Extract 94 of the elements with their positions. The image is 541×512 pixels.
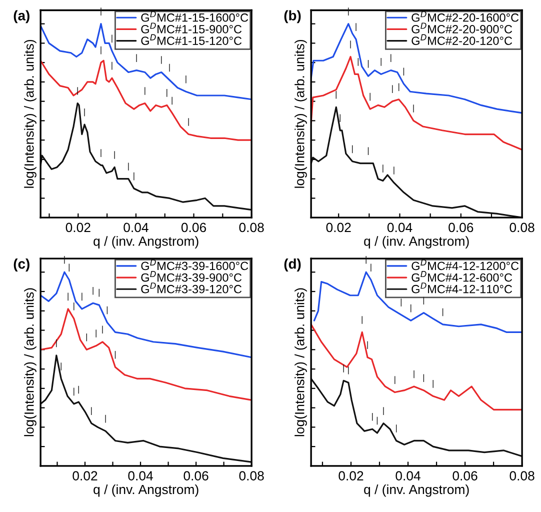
x-tick-label: 0.04 <box>128 471 153 480</box>
x-tick-label: 0.06 <box>181 222 206 232</box>
legend-label: G$^{D}$MC#1-15-1600°C <box>141 11 248 22</box>
annotation: | <box>77 87 78 95</box>
legend-label: G$^{D}$MC#1-15-900°C <box>141 22 242 34</box>
annotation: | <box>390 54 392 62</box>
annotation: | <box>398 83 400 92</box>
legend-label: G$^{D}$MC#4-12-110°C <box>412 282 512 294</box>
y-axis-title: log(Intensity) / (arb. units) <box>294 288 307 436</box>
legend-label: G$^{D}$MC#4-12-600°C <box>412 271 512 282</box>
legend-label: G$^{D}$MC#2-20-900°C <box>412 22 512 34</box>
x-tick-label: 0.06 <box>452 471 478 480</box>
annotation: | <box>86 334 87 342</box>
annotation: | <box>367 341 368 350</box>
x-tick-label: 0.02 <box>72 471 98 480</box>
annotation: | <box>442 308 444 316</box>
annotation: | <box>98 288 100 297</box>
annotation: | <box>382 164 384 172</box>
y-axis-title: log(Intensity) / (arb. units) <box>294 40 307 188</box>
annotation: | <box>432 380 434 388</box>
annotation: | <box>400 298 402 306</box>
chart-title: (d) <box>284 258 301 272</box>
annotation: | <box>105 414 106 423</box>
annotation: | <box>102 326 103 334</box>
legend-label: G$^{D}$MC#4-12-1200°C <box>412 259 519 270</box>
x-axis-title: q / (inv. Angstrom) <box>94 484 198 497</box>
legend-label: G$^{D}$MC#3-39-900°C <box>141 271 242 282</box>
x-tick-label: 0.04 <box>124 222 148 232</box>
legend-label: G$^{D}$MC#3-39-120°C <box>141 282 242 294</box>
annotation: | <box>368 147 369 156</box>
chart-title: (b) <box>284 10 301 24</box>
annotation: | <box>92 286 94 295</box>
annotation: | <box>100 149 102 157</box>
legend-label: G$^{D}$MC#2-20-120°C <box>412 34 512 45</box>
x-tick-label: 0.08 <box>239 471 264 480</box>
annotation: | <box>188 118 189 126</box>
annotation: | <box>100 46 102 54</box>
annotation: | <box>358 58 359 66</box>
x-tick-label: 0.06 <box>184 471 208 480</box>
y-axis-title: log(Intensity) / (arb. units) <box>24 40 36 188</box>
legend-label: G$^{D}$MC#3-39-1600°C <box>141 259 248 270</box>
x-tick-label: 0.02 <box>326 222 351 232</box>
annotation: | <box>392 85 393 93</box>
annotation: | <box>128 162 129 171</box>
x-tick-label: 0.08 <box>510 471 534 480</box>
annotation: | <box>352 145 353 154</box>
legend-label: G$^{D}$MC#1-15-120°C <box>141 34 242 45</box>
annotation: | <box>380 58 382 66</box>
annotation: | <box>68 264 70 272</box>
chart-title: (a) <box>14 10 30 24</box>
annotation: | <box>372 412 373 421</box>
y-axis-title: log(Intensity) / (arb. units) <box>24 288 36 436</box>
annotation: | <box>56 339 57 348</box>
annotation: | <box>166 89 168 97</box>
annotation: | <box>410 304 412 312</box>
x-axis-title: q / (inv. Angstrom) <box>364 236 469 248</box>
annotation: | <box>396 424 397 432</box>
x-tick-label: 0.02 <box>338 471 364 480</box>
annotation: | <box>84 108 85 116</box>
x-axis-title: q / (inv. Angstrom) <box>364 484 469 497</box>
annotation: | <box>161 56 162 64</box>
annotation: | <box>64 256 65 264</box>
annotation: | <box>114 151 115 159</box>
x-axis-title: q / (inv. Angstrom) <box>94 236 198 248</box>
x-tick-label: 0.08 <box>239 222 264 232</box>
annotation: | <box>403 68 404 76</box>
annotation: | <box>106 306 108 314</box>
annotation: | <box>91 407 92 415</box>
annotation: | <box>368 60 369 68</box>
legend-label: G$^{D}$MC#2-20-1600°C <box>412 11 519 22</box>
annotation: | <box>413 104 414 112</box>
annotation: | <box>144 87 146 95</box>
annotation: | <box>114 350 116 359</box>
annotation: | <box>383 407 384 415</box>
annotation: | <box>348 366 349 374</box>
annotation: | <box>423 374 424 382</box>
annotation: | <box>169 64 170 72</box>
annotation: | <box>376 416 378 425</box>
x-tick-label: 0.04 <box>387 222 412 232</box>
x-tick-label: 0.08 <box>510 222 534 232</box>
annotation: | <box>394 376 396 384</box>
annotation: | <box>100 8 102 16</box>
annotation: | <box>136 54 137 62</box>
annotation: | <box>370 264 372 272</box>
annotation: | <box>348 8 349 16</box>
chart-title: (c) <box>14 258 30 272</box>
annotation: | <box>78 386 79 394</box>
annotation: | <box>423 296 424 304</box>
x-tick-label: 0.06 <box>448 222 474 232</box>
x-tick-label: 0.04 <box>396 471 420 480</box>
annotation: | <box>343 364 344 372</box>
annotation: | <box>350 40 351 48</box>
x-tick-label: 0.02 <box>66 222 90 232</box>
annotation: | <box>60 362 62 370</box>
